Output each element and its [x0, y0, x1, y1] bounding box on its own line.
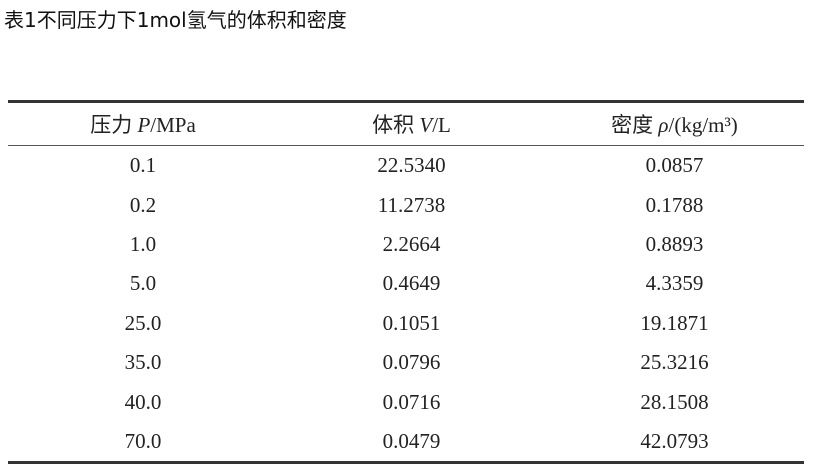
- table-cell: 19.1871: [640, 310, 709, 335]
- table-row: 1.0 2.2664 0.8893: [8, 225, 804, 264]
- table-cell: 70.0: [124, 428, 162, 453]
- table-cell: 0.1788: [645, 192, 704, 217]
- table-cell: 5.0: [129, 271, 157, 296]
- table-row: 35.0 0.0796 25.3216: [8, 343, 804, 382]
- table-row: 0.2 11.2738 0.1788: [8, 185, 804, 224]
- table-cell: 25.3216: [640, 350, 709, 375]
- header-row: 压力 P/MPa 体积 V/L 密度 ρ/(kg/m³): [8, 101, 804, 146]
- column-header: 密度 ρ/(kg/m³): [545, 102, 804, 146]
- table-cell: 4.3359: [645, 271, 704, 296]
- header-text: /L: [432, 113, 451, 137]
- table-header: 压力 P/MPa 体积 V/L 密度 ρ/(kg/m³): [8, 101, 804, 146]
- header-variable: V: [419, 113, 433, 137]
- table-cell: 35.0: [124, 350, 162, 375]
- table-cell: 0.8893: [645, 231, 704, 256]
- header-variable: ρ: [658, 113, 669, 137]
- table-cell: 0.1: [129, 153, 157, 178]
- table-row: 0.1 22.5340 0.0857: [8, 146, 804, 186]
- table-cell: 0.2: [129, 192, 157, 217]
- table-cell: 0.0796: [382, 350, 441, 375]
- header-text: /MPa: [150, 113, 196, 137]
- table-cell: 42.0793: [640, 428, 709, 453]
- column-header: 压力 P/MPa: [8, 102, 278, 146]
- table-cell: 28.1508: [640, 389, 709, 414]
- table-cell: 0.4649: [382, 271, 441, 296]
- table-cell: 40.0: [124, 389, 162, 414]
- table-cell: 1.0: [129, 231, 157, 256]
- header-text: /(kg/m³): [668, 113, 738, 137]
- table-cell: 2.2664: [382, 231, 441, 256]
- table-cell: 22.5340: [377, 153, 446, 178]
- table-cell: 11.2738: [377, 192, 446, 217]
- title: 表1不同压力下1mol氢气的体积和密度: [4, 8, 347, 32]
- header-text: 体积: [372, 113, 420, 137]
- table-cell: 0.0479: [382, 428, 441, 453]
- header-text: 压力: [90, 113, 138, 137]
- table-body: 0.1 22.5340 0.0857 0.2 11.2738 0.1788 1.0 2.266…: [8, 146, 804, 463]
- header-variable: P: [137, 113, 151, 137]
- header-text: 密度: [611, 113, 659, 137]
- data-table: 压力 P/MPa 体积 V/L 密度 ρ/(kg/m³) 0.1 22.5340 0.0…: [8, 100, 804, 464]
- table-cell: 25.0: [124, 310, 162, 335]
- table-row: 5.0 0.4649 4.3359: [8, 264, 804, 303]
- table-cell: 0.1051: [382, 310, 441, 335]
- table-row: 40.0 0.0716 28.1508: [8, 382, 804, 421]
- table-cell: 0.0716: [382, 389, 441, 414]
- table-row: 25.0 0.1051 19.1871: [8, 304, 804, 343]
- table-cell: 0.0857: [645, 153, 704, 178]
- table-row: 70.0 0.0479 42.0793: [8, 422, 804, 463]
- column-header: 体积 V/L: [278, 102, 545, 146]
